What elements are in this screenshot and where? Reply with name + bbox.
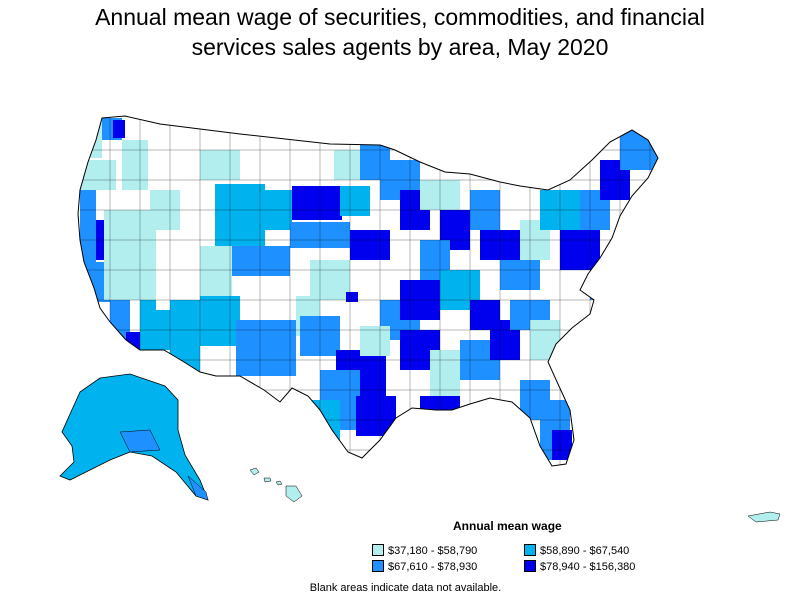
legend-label-3: $67,610 - $78,930 <box>388 561 478 573</box>
map-title: Annual mean wage of securities, commodit… <box>0 2 800 62</box>
legend-item-4: $78,940 - $156,380 <box>524 560 635 574</box>
legend-swatch-1 <box>372 544 384 556</box>
map-title-line-1: Annual mean wage of securities, commodit… <box>95 4 705 30</box>
legend-label-4: $78,940 - $156,380 <box>540 561 636 573</box>
blank-areas-note: Blank areas indicate data not available. <box>309 582 502 594</box>
legend-item-2: $58,890 - $67,540 <box>524 544 629 558</box>
legend-title: Annual mean wage <box>453 519 562 533</box>
legend-swatch-3 <box>372 560 384 572</box>
map-title-line-2: services sales agents by area, May 2020 <box>191 34 609 60</box>
legend-item-1: $37,180 - $58,790 <box>372 544 477 558</box>
legend-swatch-4 <box>524 560 536 572</box>
legend-item-3: $67,610 - $78,930 <box>372 560 477 574</box>
legend-swatch-2 <box>524 544 536 556</box>
legend-label-2: $58,890 - $67,540 <box>540 545 630 557</box>
legend-label-1: $37,180 - $58,790 <box>388 545 478 557</box>
